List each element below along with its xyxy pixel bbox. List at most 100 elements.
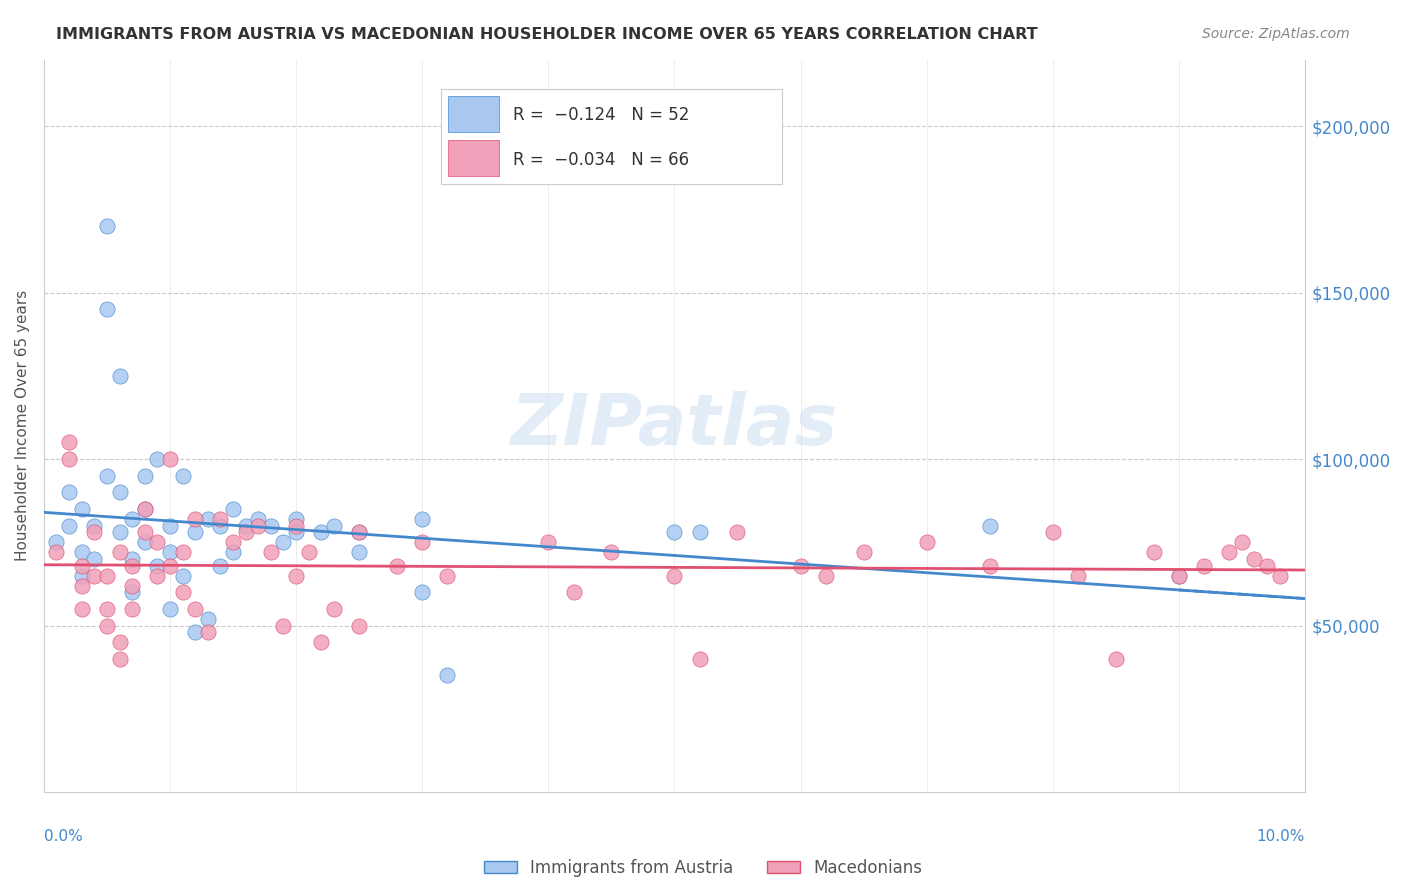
Point [96,602,118,616]
Point [915,535,938,549]
Point [121,552,143,566]
Point [260,545,283,559]
Point [159,558,181,573]
Point [121,578,143,592]
Point [285,512,308,526]
Point [108,635,131,649]
Point [83,552,105,566]
Point [159,452,181,467]
Point [1218,545,1240,559]
Point [134,502,156,516]
Point [96,618,118,632]
Point [273,535,295,549]
Point [385,558,408,573]
Point [600,545,623,559]
Point [108,368,131,383]
Point [1192,558,1215,573]
Point [146,558,169,573]
Text: 10.0%: 10.0% [1257,829,1305,844]
Point [197,625,219,640]
Point [121,512,143,526]
Point [184,625,207,640]
Point [1142,545,1164,559]
Text: ZIPatlas: ZIPatlas [510,392,838,460]
Point [184,525,207,540]
Text: 0.0%: 0.0% [44,829,83,844]
Point [979,518,1001,533]
Point [323,518,346,533]
Point [727,525,749,540]
Point [285,525,308,540]
Point [159,518,181,533]
Point [146,452,169,467]
Point [96,302,118,317]
Point [45,545,67,559]
Point [108,485,131,500]
Point [1167,568,1189,582]
Point [70,558,93,573]
Point [45,535,67,549]
Point [159,602,181,616]
Point [184,602,207,616]
Point [689,525,711,540]
Y-axis label: Householder Income Over 65 years: Householder Income Over 65 years [15,290,30,561]
Point [172,468,194,483]
Point [347,525,370,540]
Point [260,518,283,533]
Point [1105,652,1128,666]
Point [664,525,686,540]
Point [108,545,131,559]
Point [197,612,219,626]
Point [298,545,321,559]
Point [70,602,93,616]
Point [347,618,370,632]
Point [70,578,93,592]
Text: Source: ZipAtlas.com: Source: ZipAtlas.com [1202,27,1350,41]
Point [121,585,143,599]
Point [70,568,93,582]
Point [1042,525,1064,540]
Point [1167,568,1189,582]
Point [1256,558,1278,573]
Point [1230,535,1253,549]
Point [411,512,433,526]
Text: IMMIGRANTS FROM AUSTRIA VS MACEDONIAN HOUSEHOLDER INCOME OVER 65 YEARS CORRELATI: IMMIGRANTS FROM AUSTRIA VS MACEDONIAN HO… [56,27,1038,42]
Point [108,652,131,666]
Point [184,512,207,526]
Point [247,512,270,526]
Point [108,525,131,540]
Point [58,452,80,467]
Point [197,512,219,526]
Point [159,545,181,559]
Point [1243,552,1265,566]
Point [70,545,93,559]
Point [1268,568,1291,582]
Point [172,545,194,559]
Point [814,568,837,582]
Point [323,602,346,616]
Point [96,219,118,233]
Point [222,502,245,516]
Point [96,468,118,483]
Point [347,545,370,559]
Point [209,558,232,573]
Point [172,568,194,582]
Point [436,568,458,582]
Point [347,525,370,540]
Point [411,535,433,549]
Point [222,545,245,559]
Point [146,535,169,549]
Point [209,518,232,533]
Point [285,568,308,582]
Point [58,518,80,533]
Point [58,485,80,500]
Point [121,558,143,573]
Point [83,568,105,582]
Point [172,585,194,599]
Point [562,585,585,599]
Point [83,525,105,540]
Legend: Immigrants from Austria, Macedonians: Immigrants from Austria, Macedonians [477,853,929,884]
Point [235,525,257,540]
Point [222,535,245,549]
Point [979,558,1001,573]
